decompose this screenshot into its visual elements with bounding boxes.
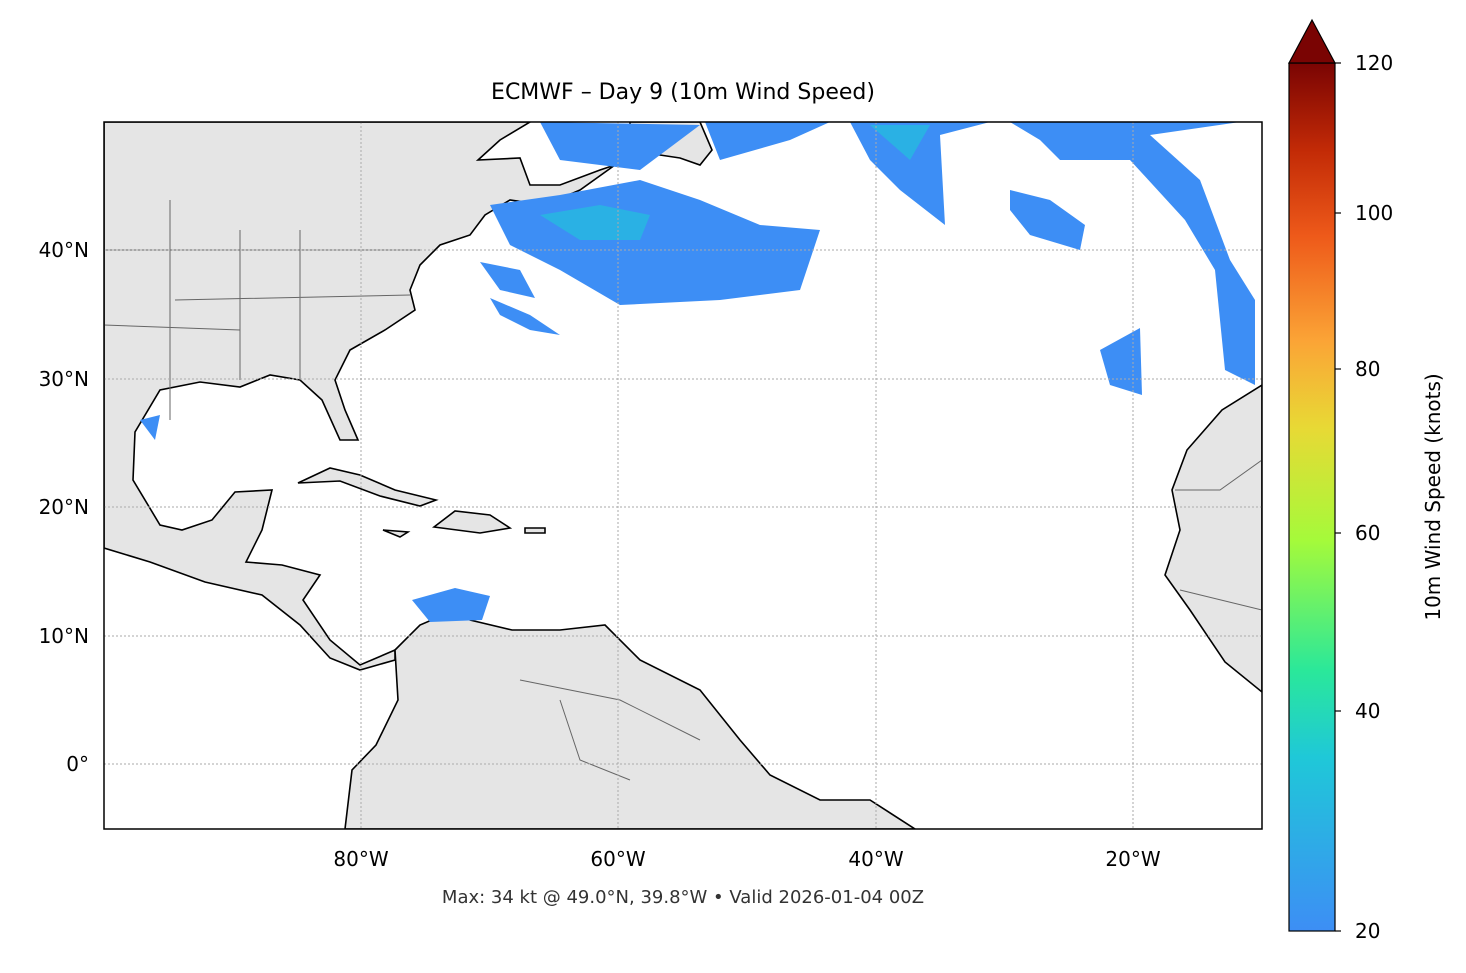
colorbar-tick-label: 60 bbox=[1355, 521, 1380, 545]
lat-tick-label: 20°N bbox=[39, 495, 89, 519]
colorbar-label: 10m Wind Speed (knots) bbox=[1421, 373, 1445, 620]
cuba bbox=[297, 467, 439, 507]
jamaica bbox=[382, 529, 411, 538]
colorbar-tick-label: 100 bbox=[1355, 201, 1393, 225]
lon-tick-label: 40°W bbox=[848, 847, 903, 871]
lat-tick-label: 10°N bbox=[39, 624, 89, 648]
land bbox=[104, 122, 1262, 829]
lat-tick-label: 30°N bbox=[39, 367, 89, 391]
colorbar-extend-triangle bbox=[1287, 18, 1337, 64]
colorbar-gradient bbox=[1288, 62, 1336, 932]
lon-tick-label: 20°W bbox=[1105, 847, 1160, 871]
lon-tick-labels: 80°W 60°W 40°W 20°W bbox=[333, 847, 1160, 871]
colorbar-tick-label: 40 bbox=[1355, 699, 1380, 723]
colorbar: 20 40 60 80 100 120 10m Wind Speed (knot… bbox=[1287, 18, 1445, 943]
colorbar-tick-label: 20 bbox=[1355, 919, 1380, 943]
chart-title: ECMWF – Day 9 (10m Wind Speed) bbox=[491, 80, 875, 105]
wind-speed-field bbox=[140, 122, 1255, 622]
lat-tick-labels: 40°N 30°N 20°N 10°N 0° bbox=[39, 238, 89, 776]
colorbar-tick-label: 80 bbox=[1355, 357, 1380, 381]
puerto-rico bbox=[524, 527, 546, 534]
map-frame bbox=[103, 121, 1263, 830]
hispaniola bbox=[431, 510, 513, 534]
lon-tick-label: 60°W bbox=[590, 847, 645, 871]
lon-tick-label: 80°W bbox=[333, 847, 388, 871]
africa bbox=[1164, 384, 1262, 694]
lat-tick-label: 40°N bbox=[39, 238, 89, 262]
gridlines bbox=[104, 122, 1262, 829]
map-area bbox=[104, 122, 1262, 829]
footer-note: Max: 34 kt @ 49.0°N, 39.8°W • Valid 2026… bbox=[442, 887, 924, 908]
lat-tick-label: 0° bbox=[66, 752, 89, 776]
colorbar-tick-label: 120 bbox=[1355, 51, 1393, 75]
